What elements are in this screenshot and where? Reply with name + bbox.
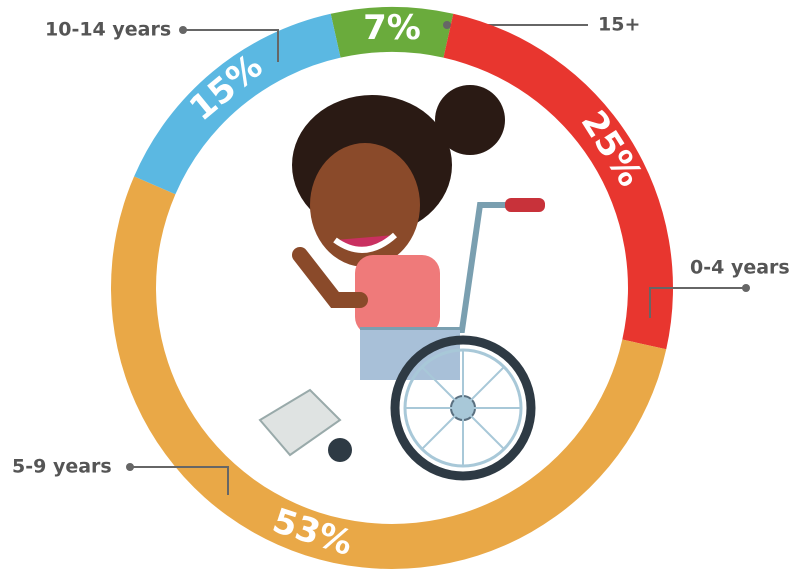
category-label: 15+	[598, 14, 640, 36]
category-label: 5-9 years	[12, 456, 112, 478]
leader-dot	[742, 284, 750, 292]
leader-dot	[179, 26, 187, 34]
category-label: 10-14 years	[45, 19, 171, 41]
center-illustration	[260, 85, 545, 476]
page: {"chart_data": {"type": "donut", "catego…	[0, 0, 802, 574]
value-label: 7%	[363, 8, 421, 48]
category-label: 0-4 years	[690, 257, 790, 279]
donut-segment	[443, 14, 673, 350]
leader-dot	[126, 463, 134, 471]
leader-dot	[443, 21, 451, 29]
chart: 7%15+25%0-4 years53%5-9 years15%10-14 ye…	[0, 0, 802, 574]
